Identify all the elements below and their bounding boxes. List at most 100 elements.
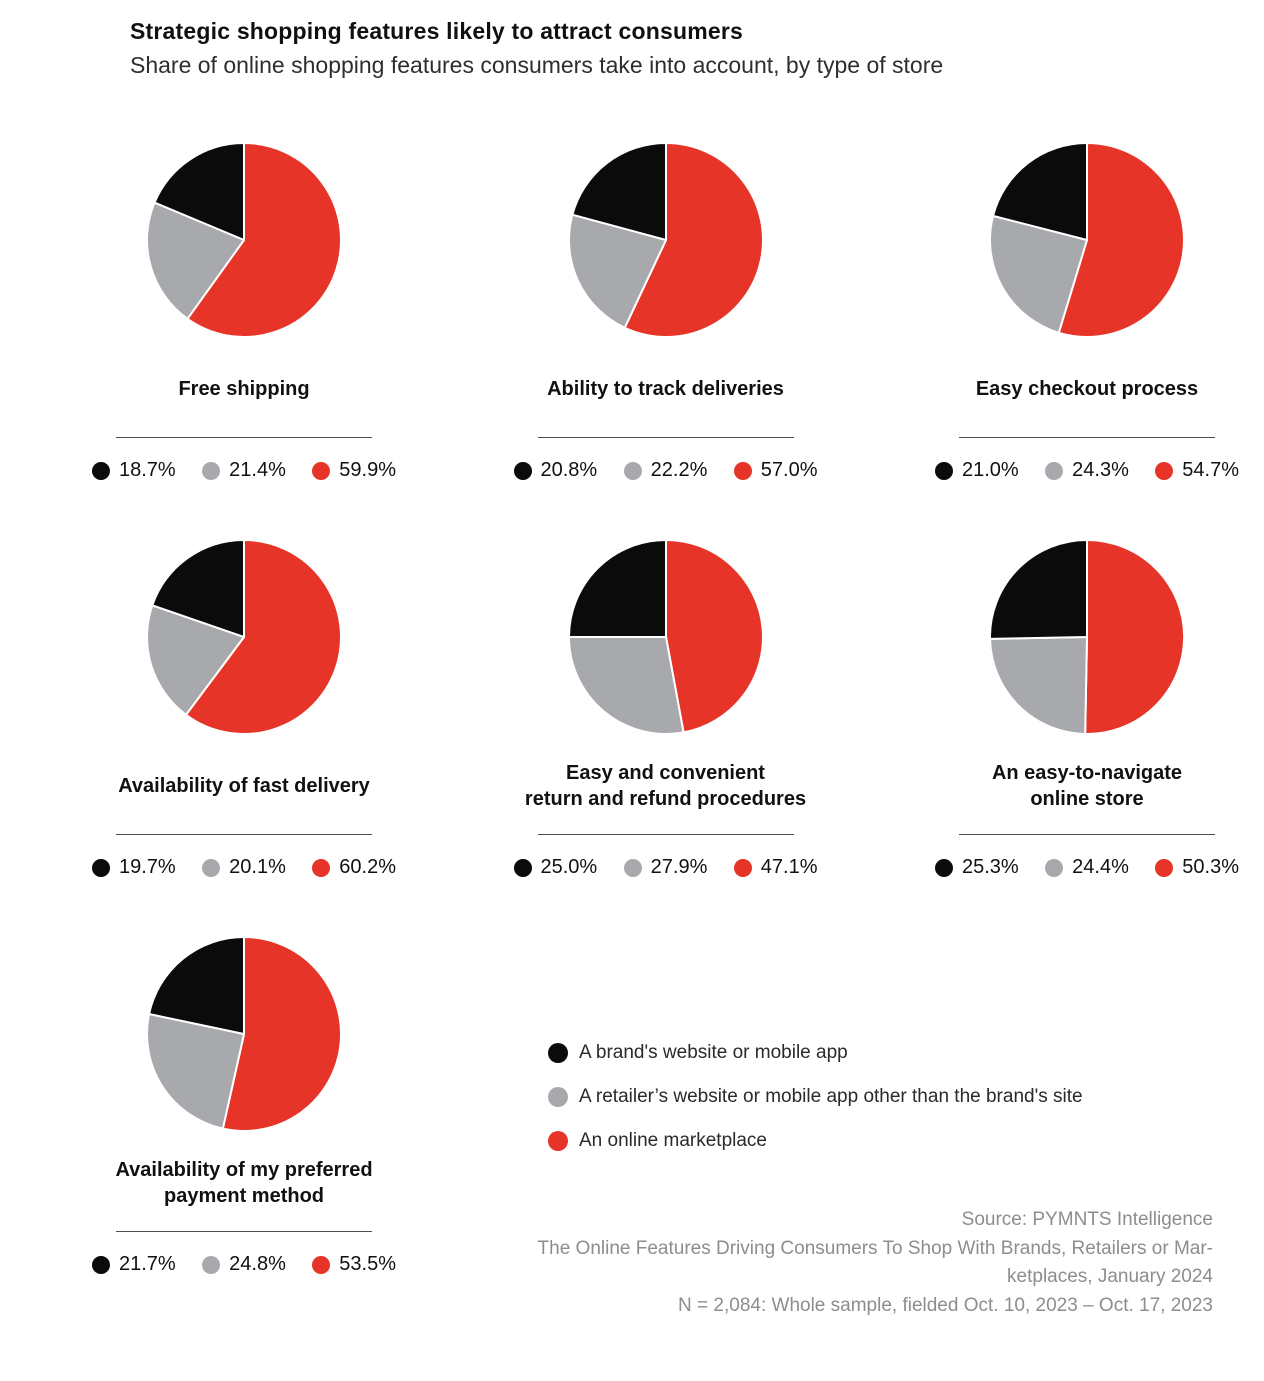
chart-values-row: 20.8% 22.2% 57.0% bbox=[513, 459, 818, 482]
marketplace-dot-icon bbox=[312, 461, 331, 480]
value-retailer-label: 24.3% bbox=[1072, 459, 1129, 481]
pie-chart-card: An easy-to-navigate online store 25.3% 2… bbox=[935, 537, 1239, 879]
legend-item-retailer-label: A retailer’s website or mobile app other… bbox=[579, 1086, 1083, 1107]
value-retailer: 24.8% bbox=[202, 1253, 286, 1276]
brand-dot-icon bbox=[92, 461, 110, 480]
pie-chart bbox=[567, 142, 764, 338]
chart-values-row: 21.7% 24.8% 53.5% bbox=[92, 1253, 396, 1276]
value-brand-label: 21.0% bbox=[962, 459, 1019, 481]
value-marketplace-label: 57.0% bbox=[760, 459, 818, 481]
value-retailer: 24.3% bbox=[1045, 459, 1129, 482]
value-brand-label: 18.7% bbox=[119, 459, 176, 481]
value-marketplace-label: 60.2% bbox=[339, 856, 396, 878]
source-line: N = 2,084: Whole sample, fielded Oct. 10… bbox=[678, 1294, 1213, 1316]
divider bbox=[537, 834, 794, 835]
chart-title: Easy checkout process bbox=[975, 377, 1199, 400]
value-retailer-label: 20.1% bbox=[229, 856, 286, 878]
value-marketplace: 60.2% bbox=[312, 856, 396, 879]
value-marketplace-label: 53.5% bbox=[339, 1253, 396, 1275]
marketplace-dot-icon bbox=[1155, 461, 1174, 480]
value-retailer-label: 24.4% bbox=[1072, 856, 1129, 878]
page-subtitle: Share of online shopping features consum… bbox=[130, 52, 944, 78]
value-retailer-label: 27.9% bbox=[650, 856, 708, 878]
charts-grid: Free shipping 18.7% 21.4% 59.9% Abil bbox=[92, 140, 1239, 1276]
chart-title: An easy-to-navigate online store bbox=[991, 761, 1183, 810]
brand-dot-icon bbox=[92, 1255, 110, 1274]
chart-title: Availability of my preferred payment met… bbox=[115, 1158, 373, 1207]
header: Strategic shopping features likely to at… bbox=[130, 16, 1230, 80]
retailer-dot-icon bbox=[548, 1087, 568, 1107]
divider bbox=[116, 437, 372, 438]
value-marketplace: 50.3% bbox=[1155, 856, 1239, 879]
source-line: ketplaces, January 2024 bbox=[1007, 1266, 1213, 1287]
marketplace-dot-icon bbox=[733, 858, 752, 877]
value-marketplace: 57.0% bbox=[733, 459, 818, 482]
pie-chart-card: Easy checkout process 21.0% 24.3% 54.7% bbox=[935, 140, 1239, 482]
source-note: Source: PYMNTS Intelligence The Online F… bbox=[443, 1206, 1213, 1320]
divider bbox=[116, 1231, 372, 1232]
value-brand: 20.8% bbox=[513, 459, 597, 482]
value-brand-label: 19.7% bbox=[119, 856, 176, 878]
pie-chart bbox=[989, 142, 1185, 338]
value-retailer: 20.1% bbox=[202, 856, 286, 879]
legend-item-brand: A brand's website or mobile app bbox=[548, 1042, 1083, 1064]
retailer-dot-icon bbox=[623, 461, 642, 480]
pie-chart-card: Free shipping 18.7% 21.4% 59.9% bbox=[92, 140, 396, 482]
divider bbox=[959, 834, 1215, 835]
chart-title: Availability of fast delivery bbox=[118, 774, 370, 797]
page-title: Strategic shopping features likely to at… bbox=[130, 18, 743, 44]
legend-item-marketplace-label: An online marketplace bbox=[579, 1130, 767, 1151]
brand-dot-icon bbox=[513, 858, 532, 877]
value-brand: 21.7% bbox=[92, 1253, 176, 1276]
value-retailer: 22.2% bbox=[623, 459, 708, 482]
legend: A brand's website or mobile app A retail… bbox=[548, 1042, 1083, 1152]
marketplace-dot-icon bbox=[312, 858, 331, 877]
divider bbox=[959, 437, 1215, 438]
brand-dot-icon bbox=[935, 858, 953, 877]
value-marketplace: 53.5% bbox=[312, 1253, 396, 1276]
value-marketplace: 54.7% bbox=[1155, 459, 1239, 482]
brand-dot-icon bbox=[935, 461, 953, 480]
pie-chart bbox=[567, 539, 764, 735]
legend-item-brand-label: A brand's website or mobile app bbox=[579, 1042, 848, 1063]
pie-chart bbox=[989, 539, 1186, 735]
marketplace-dot-icon bbox=[312, 1255, 331, 1274]
pie-chart-card: Easy and convenient return and refund pr… bbox=[513, 537, 818, 879]
pie-chart-card: Ability to track deliveries 20.8% 22.2% … bbox=[513, 140, 818, 482]
chart-values-row: 19.7% 20.1% 60.2% bbox=[92, 856, 396, 879]
value-brand: 25.3% bbox=[935, 856, 1019, 879]
value-retailer-label: 21.4% bbox=[229, 459, 286, 481]
brand-dot-icon bbox=[92, 858, 110, 877]
retailer-dot-icon bbox=[202, 461, 221, 480]
pie-chart bbox=[146, 142, 342, 338]
value-marketplace: 47.1% bbox=[733, 856, 818, 879]
retailer-dot-icon bbox=[202, 858, 221, 877]
value-retailer-label: 24.8% bbox=[229, 1253, 286, 1275]
value-retailer-label: 22.2% bbox=[650, 459, 708, 481]
value-brand-label: 25.0% bbox=[540, 856, 598, 878]
chart-title: Easy and convenient return and refund pr… bbox=[524, 761, 807, 810]
chart-values-row: 25.0% 27.9% 47.1% bbox=[513, 856, 818, 879]
value-brand-label: 21.7% bbox=[119, 1253, 176, 1275]
value-marketplace-label: 50.3% bbox=[1182, 856, 1239, 878]
retailer-dot-icon bbox=[1045, 461, 1064, 480]
retailer-dot-icon bbox=[623, 858, 642, 877]
value-brand: 19.7% bbox=[92, 856, 176, 879]
chart-values-row: 25.3% 24.4% 50.3% bbox=[935, 856, 1239, 879]
chart-values-row: 21.0% 24.3% 54.7% bbox=[935, 459, 1239, 482]
value-retailer: 24.4% bbox=[1045, 856, 1129, 879]
legend-item-marketplace: An online marketplace bbox=[548, 1130, 1083, 1152]
value-marketplace-label: 54.7% bbox=[1182, 459, 1239, 481]
divider bbox=[116, 834, 372, 835]
source-line: Source: PYMNTS Intelligence bbox=[961, 1209, 1213, 1230]
chart-values-row: 18.7% 21.4% 59.9% bbox=[92, 459, 396, 482]
source-line: The Online Features Driving Consumers To… bbox=[537, 1237, 1213, 1259]
marketplace-dot-icon bbox=[733, 461, 752, 480]
pie-chart-card: Availability of fast delivery 19.7% 20.1… bbox=[92, 537, 396, 879]
brand-dot-icon bbox=[513, 461, 532, 480]
chart-title: Free shipping bbox=[178, 377, 310, 400]
marketplace-dot-icon bbox=[548, 1131, 568, 1151]
brand-dot-icon bbox=[548, 1043, 568, 1063]
value-retailer: 27.9% bbox=[623, 856, 708, 879]
